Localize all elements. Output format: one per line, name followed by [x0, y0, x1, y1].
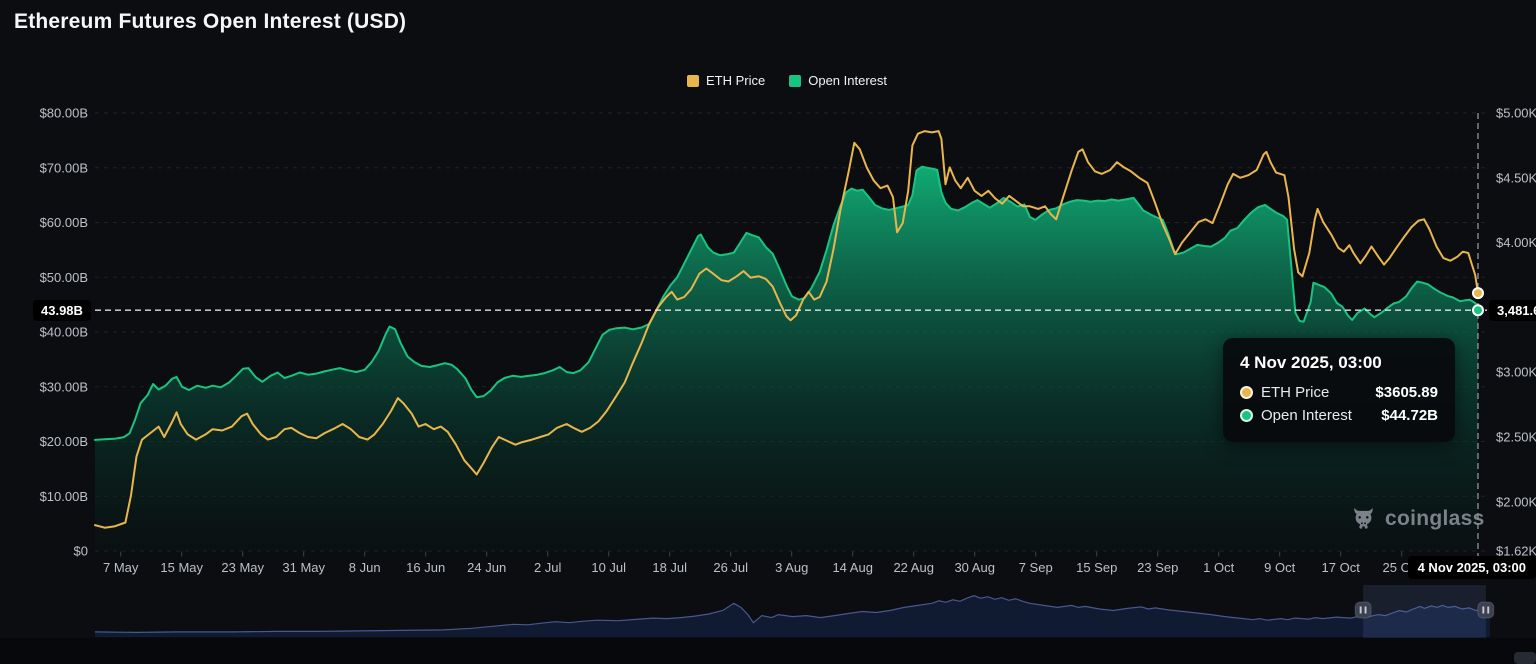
- right-axis-tick-label: $4.50K: [1496, 170, 1536, 185]
- right-axis-tick-label: $1.62K: [1496, 544, 1536, 559]
- chart-title: Ethereum Futures Open Interest (USD): [14, 10, 407, 33]
- x-axis-tick-label: 1 Oct: [1203, 560, 1234, 575]
- x-axis-tick-label: 17 Oct: [1322, 560, 1361, 575]
- legend-label: ETH Price: [706, 73, 766, 88]
- left-axis-tick-label: $20.00B: [40, 434, 88, 449]
- price-crosshair-value: 3,481.6: [1489, 300, 1536, 321]
- tooltip-series-label: Open Interest: [1261, 407, 1352, 424]
- navigator-baseline-strip: [0, 638, 1536, 664]
- x-axis-tick-label: 15 Sep: [1076, 560, 1117, 575]
- x-axis-tick-label: 16 Jun: [406, 560, 445, 575]
- x-axis-tick-label: 14 Aug: [832, 560, 873, 575]
- x-axis-tick-label: 22 Aug: [893, 560, 934, 575]
- x-axis-tick-label: 30 Aug: [954, 560, 995, 575]
- x-axis-tick-label: 15 May: [160, 560, 203, 575]
- right-axis-tick-label: $3.00K: [1496, 365, 1536, 380]
- left-axis-tick-label: $60.00B: [40, 215, 88, 230]
- coinglass-bull-icon: [1354, 507, 1373, 529]
- tooltip-series-value: $3605.89: [1375, 384, 1438, 401]
- watermark: coinglass: [1350, 505, 1485, 532]
- navigator-brush[interactable]: [1363, 585, 1486, 638]
- legend-item-open-interest[interactable]: Open Interest: [789, 73, 887, 88]
- left-axis-tick-label: $0: [74, 544, 88, 559]
- open-interest-dot-icon: [1240, 409, 1253, 422]
- x-axis-tick-label: 23 Sep: [1137, 560, 1178, 575]
- right-axis-tick-label: $5.00K: [1496, 106, 1536, 121]
- left-axis-tick-label: $50.00B: [40, 270, 88, 285]
- x-axis-tick-label: 3 Aug: [775, 560, 808, 575]
- navigator-handle-left[interactable]: [1354, 601, 1372, 619]
- x-axis-tick-label: 23 May: [221, 560, 264, 575]
- x-axis-tick-label: 31 May: [282, 560, 325, 575]
- navigator-handle-right[interactable]: [1477, 601, 1495, 619]
- x-axis-tick-label: 8 Jun: [349, 560, 381, 575]
- open-interest-swatch: [789, 74, 802, 87]
- legend: ETH Price Open Interest: [687, 73, 887, 88]
- x-axis-tick-label: 24 Jun: [467, 560, 506, 575]
- left-axis-tick-label: $70.00B: [40, 160, 88, 175]
- resize-corner[interactable]: [1514, 652, 1536, 664]
- eth-price-dot-icon: [1240, 386, 1253, 399]
- eth-price-marker: [1472, 287, 1484, 300]
- open-interest-marker: [1472, 304, 1484, 317]
- left-axis-tick-label: $10.00B: [40, 489, 88, 504]
- x-axis-tick-label: 7 May: [103, 560, 139, 575]
- right-axis-tick-label: $2.50K: [1496, 430, 1536, 445]
- navigator-line: [94, 595, 1491, 634]
- tooltip-date: 4 Nov 2025, 03:00: [1240, 353, 1382, 372]
- watermark-text: coinglass: [1385, 506, 1485, 530]
- date-crosshair-label: 4 Nov 2025, 03:00: [1407, 556, 1536, 579]
- navigator-area[interactable]: [95, 595, 1490, 637]
- left-axis-tick-label: $40.00B: [40, 325, 88, 340]
- eth-price-swatch: [687, 74, 699, 87]
- x-axis-tick-label: 26 Jul: [713, 560, 748, 575]
- x-axis-tick-label: 7 Sep: [1019, 560, 1053, 575]
- x-axis-tick-label: 2 Jul: [534, 560, 562, 575]
- tooltip: 4 Nov 2025, 03:00 ETH Price $3605.89 Ope…: [1223, 338, 1455, 442]
- tooltip-series-value: $44.72B: [1381, 407, 1438, 424]
- x-axis-tick-label: 18 Jul: [652, 560, 687, 575]
- oi-crosshair-value: 43.98B: [33, 300, 91, 321]
- legend-item-eth-price[interactable]: ETH Price: [687, 73, 765, 88]
- right-axis-tick-label: $4.00K: [1496, 235, 1536, 250]
- tooltip-row-open-interest: Open Interest $44.72B: [1240, 407, 1438, 424]
- x-axis-tick-label: 10 Jul: [591, 560, 626, 575]
- tooltip-row-eth-price: ETH Price $3605.89: [1240, 384, 1438, 401]
- legend-label: Open Interest: [808, 73, 888, 88]
- x-axis-tick-label: 9 Oct: [1264, 560, 1295, 575]
- left-axis-tick-label: $80.00B: [40, 106, 88, 121]
- open-interest-area: [95, 166, 1478, 551]
- right-axis-tick-label: $2.00K: [1496, 494, 1536, 509]
- tooltip-series-label: ETH Price: [1261, 384, 1330, 401]
- eth-price-line: [94, 130, 1479, 529]
- left-axis-tick-label: $30.00B: [40, 379, 88, 394]
